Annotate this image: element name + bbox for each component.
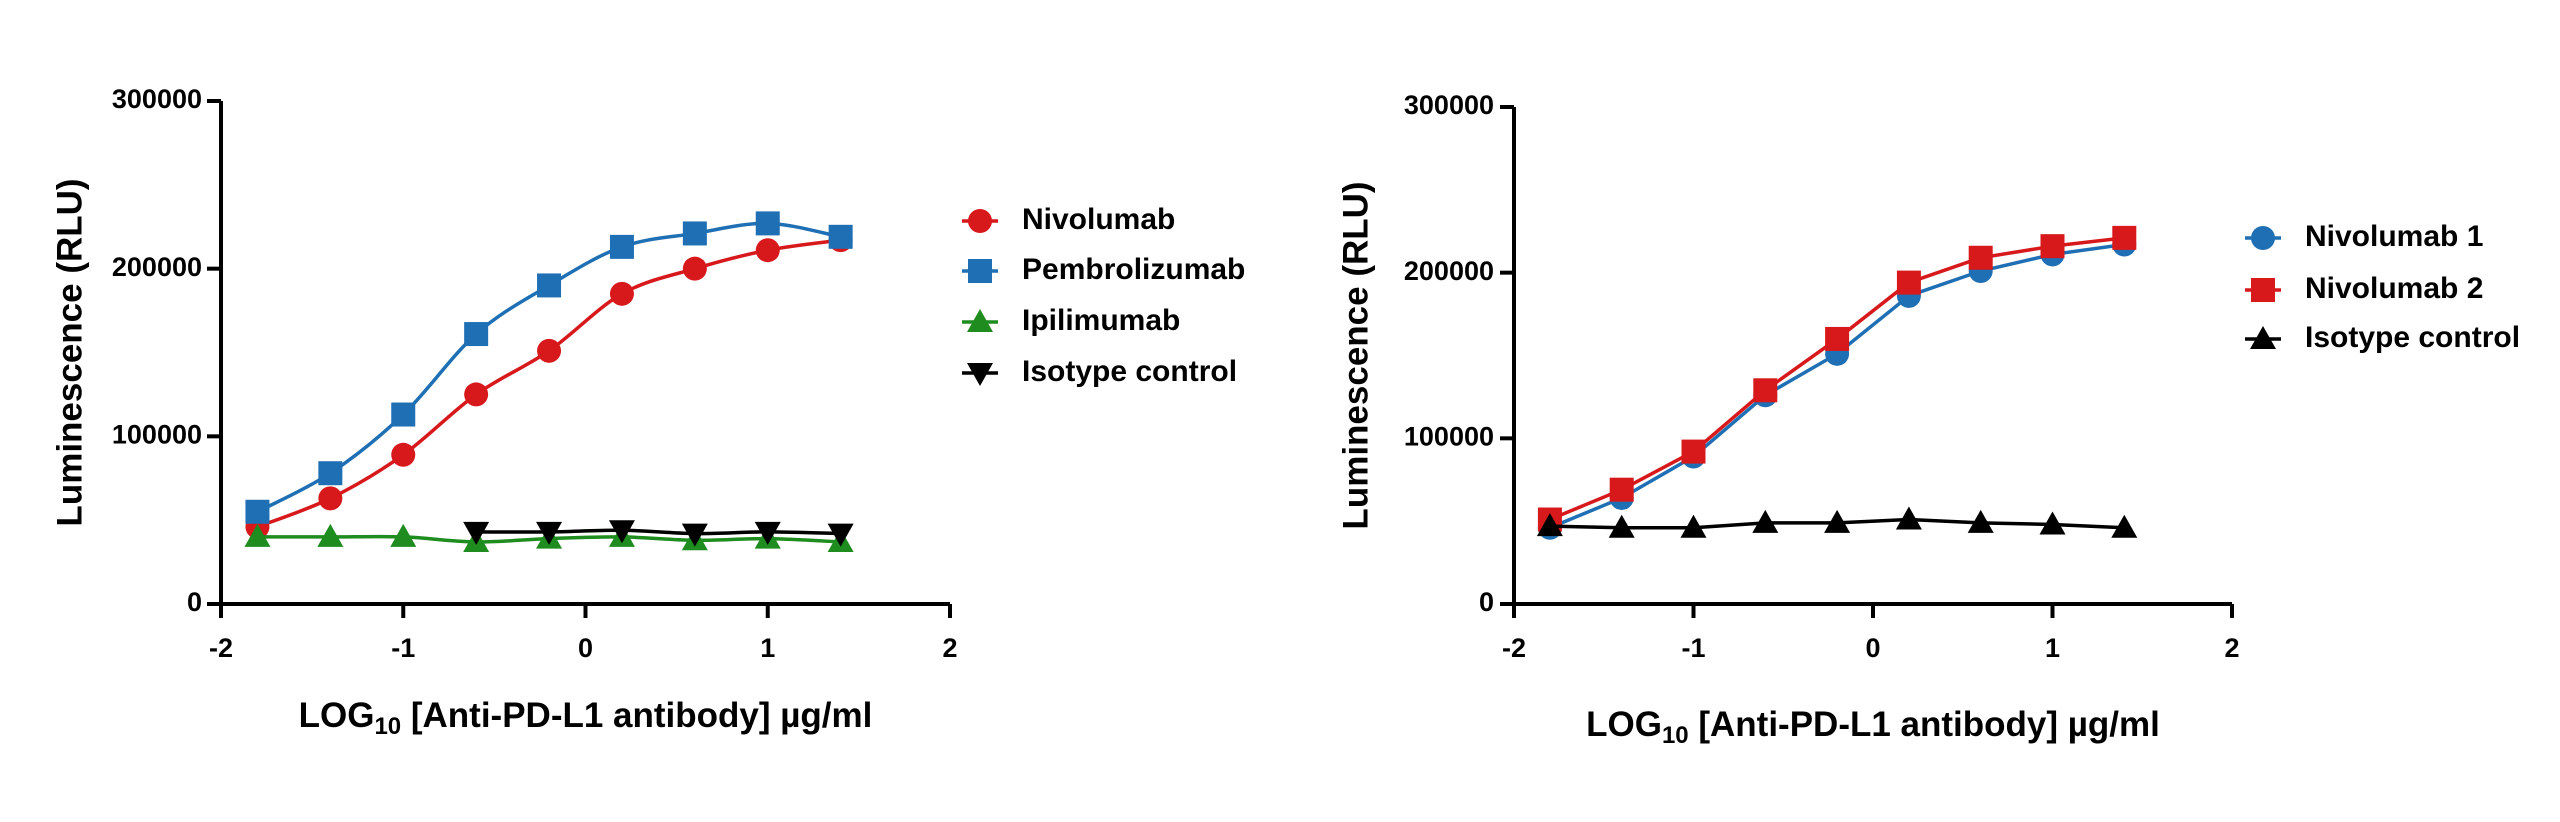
data-point	[681, 523, 708, 547]
data-point	[318, 461, 343, 486]
y-tick-label: 0	[1479, 587, 1494, 617]
data-point	[1824, 509, 1851, 533]
data-point	[1896, 270, 1921, 295]
data-point	[682, 256, 707, 281]
legend-marker	[968, 259, 992, 283]
y-tick-label: 200000	[1404, 256, 1494, 286]
data-point	[244, 523, 271, 547]
x-tick-label: 2	[2224, 633, 2239, 663]
data-point	[1968, 245, 1993, 270]
data-point	[317, 523, 344, 547]
data-point	[1967, 509, 1994, 533]
legend-marker	[968, 209, 992, 233]
legend-label: Nivolumab	[1022, 203, 1175, 236]
data-point	[1680, 514, 1707, 538]
series-isotype-control	[463, 520, 854, 547]
data-point	[391, 402, 416, 427]
data-point	[391, 442, 416, 467]
data-point	[1895, 506, 1922, 530]
legend-label: Nivolumab 1	[2305, 220, 2483, 253]
x-axis-title: LOG10 [Anti-PD-L1 antibody] µg/ml	[1586, 705, 2160, 749]
series-isotype-control	[1536, 506, 2138, 538]
data-point	[245, 499, 270, 524]
data-point	[1681, 439, 1706, 464]
data-point	[2111, 514, 2138, 538]
y-axis-title: Luminescence (RLU)	[50, 178, 89, 526]
y-tick-label: 100000	[1404, 421, 1494, 451]
data-point	[1536, 513, 1563, 537]
y-tick-label: 300000	[112, 84, 202, 114]
x-tick-label: 1	[2045, 633, 2060, 663]
data-point	[536, 521, 563, 545]
legend-label: Nivolumab 2	[2305, 272, 2483, 305]
series-line	[1549, 242, 2125, 530]
x-tick-label: 0	[578, 633, 593, 663]
series-nivolumab-2	[1537, 225, 2137, 532]
data-point	[537, 273, 562, 298]
data-point	[1825, 326, 1850, 351]
legend-marker	[2251, 278, 2275, 302]
data-point	[1753, 378, 1778, 403]
data-point	[754, 521, 781, 545]
data-point	[755, 238, 780, 263]
series-line	[256, 221, 841, 514]
legend-marker	[2251, 226, 2275, 250]
x-tick-label: -1	[391, 633, 415, 663]
chart-2: 0 100000 200000 300000 -2 -1 0 1 2 Luminescence (…	[1336, 90, 2520, 749]
chart-1: 0 100000 200000 300000 -2 -1 0 1 2 Luminescence (…	[50, 84, 1245, 740]
x-tick-label: -1	[1681, 633, 1705, 663]
data-point	[827, 523, 854, 547]
data-point	[464, 382, 489, 407]
x-tick-label: -2	[1502, 633, 1526, 663]
y-tick-label: 100000	[112, 419, 202, 449]
y-axis-title: Luminescence (RLU)	[1336, 181, 1375, 529]
x-tick-label: -2	[209, 633, 233, 663]
y-tick-label: 300000	[1404, 90, 1494, 120]
data-point	[464, 322, 489, 347]
legend-label: Isotype control	[1022, 355, 1237, 388]
data-point	[318, 486, 343, 511]
data-point	[2040, 234, 2065, 259]
data-point	[609, 281, 634, 306]
data-point	[1608, 514, 1635, 538]
data-point	[828, 224, 853, 249]
data-point	[2112, 225, 2137, 250]
x-tick-label: 2	[942, 633, 957, 663]
data-point	[463, 521, 490, 545]
legend-label: Pembrolizumab	[1022, 253, 1245, 286]
legend-label: Ipilimumab	[1022, 304, 1180, 337]
data-point	[1752, 509, 1779, 533]
data-point	[390, 523, 417, 547]
x-tick-label: 0	[1865, 633, 1880, 663]
data-point	[608, 520, 635, 544]
legend-label: Isotype control	[2305, 321, 2520, 354]
data-point	[537, 338, 562, 363]
series-line	[1549, 236, 2125, 522]
data-point	[682, 221, 707, 246]
data-point	[755, 211, 780, 236]
data-point	[1609, 477, 1634, 502]
legend-marker	[967, 363, 993, 386]
series-pembrolizumab	[245, 211, 853, 524]
legend-marker	[2250, 326, 2276, 349]
x-axis-title: LOG10 [Anti-PD-L1 antibody] µg/ml	[299, 696, 873, 740]
y-tick-label: 0	[187, 587, 202, 617]
y-tick-label: 200000	[112, 252, 202, 282]
data-point	[2039, 511, 2066, 535]
x-tick-label: 1	[760, 633, 775, 663]
series-line	[476, 528, 841, 536]
data-point	[609, 234, 634, 259]
legend-marker	[967, 309, 993, 332]
